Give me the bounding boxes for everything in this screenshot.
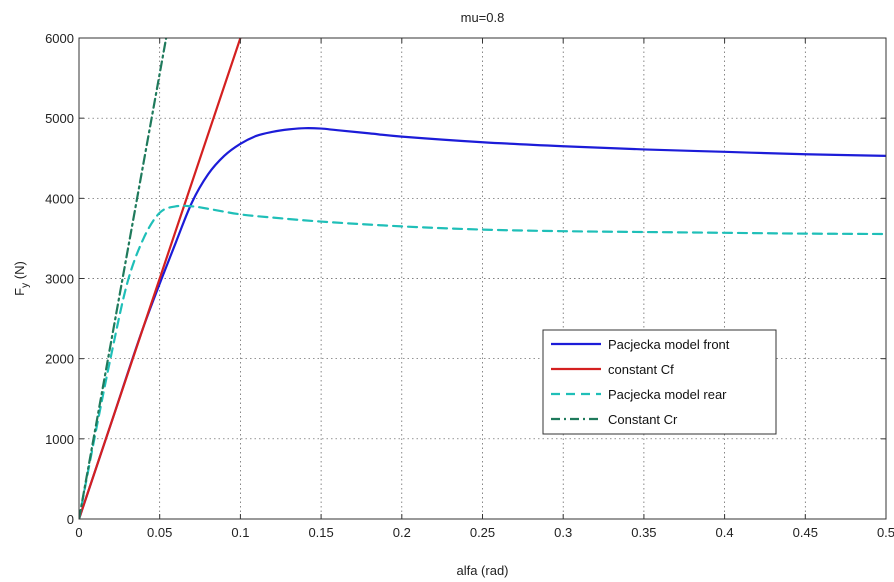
- series-layer: [79, 38, 886, 519]
- series-line-3: [79, 204, 886, 519]
- y-axis-label: Fy (N): [12, 261, 31, 296]
- x-axis-label: alfa (rad): [456, 563, 508, 578]
- x-tick-label: 0.4: [716, 525, 734, 540]
- legend-box: [542, 329, 777, 435]
- x-tick-label: 0.15: [308, 525, 333, 540]
- y-tick-label: 5000: [45, 111, 74, 126]
- y-axis-label-unit: (N): [12, 261, 27, 283]
- x-tick-label: 0.35: [631, 525, 656, 540]
- legend-label-1: Pacjecka model front: [608, 337, 730, 352]
- legend-label-2: constant Cf: [608, 362, 674, 377]
- x-tick-label: 0.1: [231, 525, 249, 540]
- y-tick-label: 3000: [45, 272, 74, 287]
- y-axis-label-subscript: y: [20, 283, 31, 288]
- grid: [79, 38, 886, 519]
- legend: Pacjecka model front constant Cf Pacjecka …: [542, 329, 777, 435]
- y-axis-label-main: F: [12, 288, 27, 296]
- x-tick-label: 0.3: [554, 525, 572, 540]
- y-tick-label: 0: [67, 512, 74, 527]
- series-line-2: [79, 38, 242, 519]
- x-tick-label: 0.45: [793, 525, 818, 540]
- legend-label-4: Constant Cr: [608, 412, 678, 427]
- series-line-4: [79, 38, 168, 519]
- x-tick-label: 0.05: [147, 525, 172, 540]
- axis-ticks: 0 0.05 0.1 0.15 0.2 0.25 0.3 0.35 0.4 0.45 0.5 0 100…: [45, 31, 894, 540]
- series-line-1: [79, 127, 886, 519]
- x-tick-label: 0.2: [393, 525, 411, 540]
- y-tick-label: 4000: [45, 191, 74, 206]
- y-tick-label: 1000: [45, 432, 74, 447]
- x-tick-label: 0: [75, 525, 82, 540]
- x-tick-label: 0.25: [470, 525, 495, 540]
- x-tick-label: 0.5: [877, 525, 894, 540]
- y-tick-label: 2000: [45, 352, 74, 367]
- chart-title: mu=0.8: [461, 10, 505, 25]
- y-tick-label: 6000: [45, 31, 74, 46]
- legend-label-3: Pacjecka model rear: [608, 387, 727, 402]
